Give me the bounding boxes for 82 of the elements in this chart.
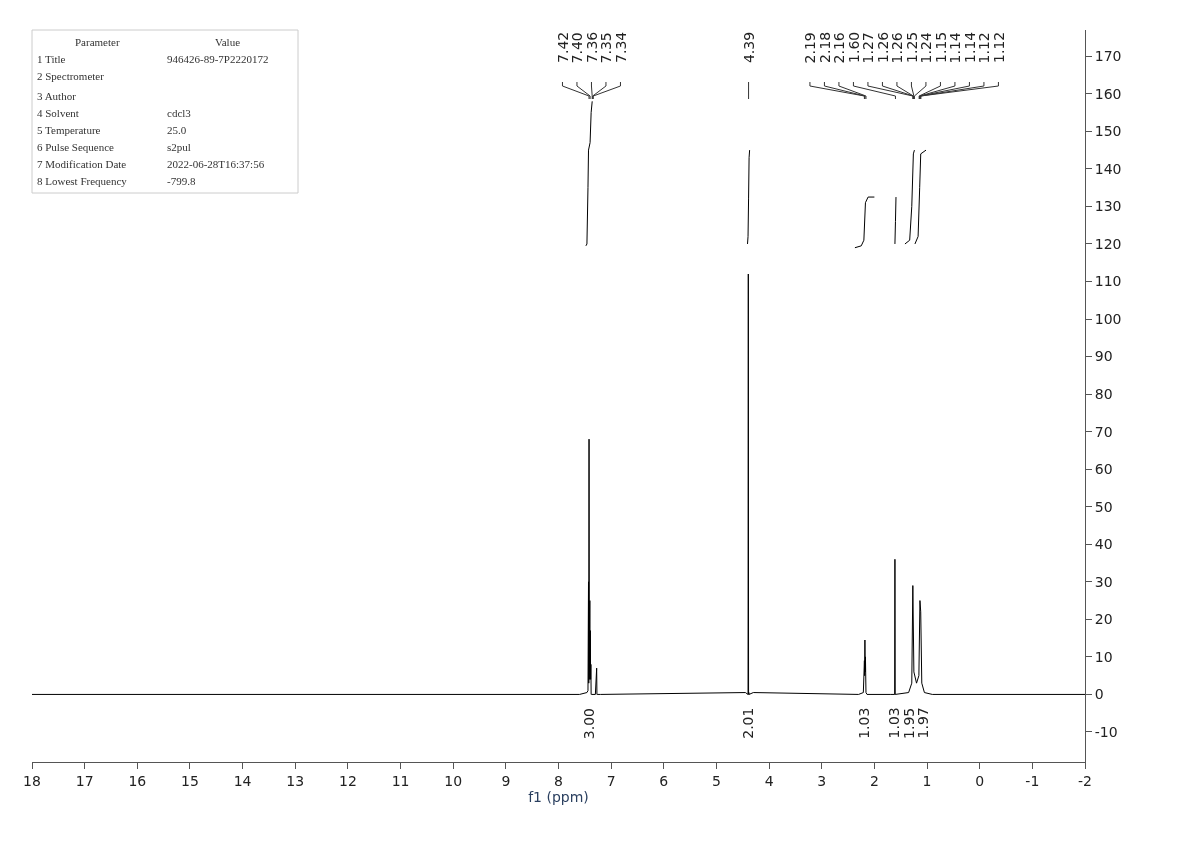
y-tick-label: 20 — [1094, 611, 1113, 628]
y-tick-label: 100 — [1094, 310, 1122, 327]
text: Parameter Value — [75, 36, 241, 48]
y-tick-label: 140 — [1094, 160, 1122, 177]
y-tick-label: 170 — [1094, 48, 1122, 65]
annotation: 1.03 — [886, 707, 903, 739]
text: 1 Title 946426-89-7P2220172 — [37, 53, 269, 65]
y-tick-label: 70 — [1094, 423, 1113, 440]
y-tick-label: 90 — [1094, 348, 1113, 365]
annotation: 1.26 — [889, 32, 906, 64]
line-series — [585, 100, 593, 247]
annotation: 1.60 — [845, 31, 862, 63]
x-tick-label: 7 — [606, 772, 616, 789]
y-tick-label: 30 — [1094, 573, 1113, 590]
y-tick-label: -10 — [1094, 723, 1118, 740]
annotation: 1.12 — [990, 31, 1007, 63]
y-tick-label: 10 — [1094, 648, 1113, 665]
x-tick-label: 2 — [869, 772, 879, 789]
x-tick-label: 11 — [391, 772, 410, 789]
annotation: 1.14 — [961, 31, 978, 63]
annotation: 7.36 — [583, 31, 600, 63]
text: 4 Solvent cdcl3 — [37, 107, 191, 119]
x-tick-label: 5 — [711, 772, 721, 789]
annotation: 1.27 — [860, 32, 877, 64]
x-tick-label: 14 — [233, 772, 252, 789]
x-tick-label: 1 — [922, 772, 932, 789]
annotation: 7.42 — [554, 31, 571, 63]
x-tick-label: -1 — [1025, 772, 1040, 789]
line-series — [914, 149, 927, 245]
annotation: 1.97 — [915, 707, 932, 739]
y-tick-label: 150 — [1094, 123, 1122, 140]
x-axis-title: f1 (ppm) — [528, 788, 589, 805]
y-tick-label: 110 — [1094, 273, 1122, 290]
annotation: 7.34 — [612, 31, 629, 63]
x-tick-label: 13 — [286, 772, 305, 789]
x-tick-label: 16 — [128, 772, 147, 789]
x-tick-label: 3 — [817, 772, 827, 789]
annotation: 1.95 — [900, 707, 917, 739]
x-tick-label: 10 — [444, 772, 463, 789]
y-tick-label: 60 — [1094, 461, 1113, 478]
x-tick-label: 15 — [181, 772, 199, 789]
annotation: 2.01 — [740, 707, 757, 739]
annotation: 3.00 — [580, 707, 597, 740]
line-series — [904, 149, 915, 245]
y-tick-label: 50 — [1094, 498, 1113, 515]
x-tick-label: 18 — [23, 772, 41, 789]
annotation: 7.35 — [598, 32, 615, 64]
y-tick-label: 0 — [1094, 686, 1104, 703]
x-tick-label: 12 — [338, 772, 357, 789]
y-tick-label: 40 — [1094, 536, 1113, 553]
text: 7 Modification Date 2022-06-28T16:37:56 — [37, 158, 265, 170]
y-tick-label: 120 — [1094, 235, 1122, 252]
annotation: 1.03 — [856, 707, 873, 739]
x-tick-label: 17 — [75, 772, 94, 789]
annotation: 2 Spectrometer — [37, 70, 105, 82]
x-tick-label: -2 — [1078, 772, 1092, 789]
text: 5 Temperature 25.0 — [37, 124, 187, 136]
annotation: 1.26 — [874, 31, 891, 63]
annotation: 2.16 — [831, 32, 848, 64]
x-tick-label: 6 — [659, 772, 669, 789]
annotation: 1.14 — [947, 32, 964, 64]
y-tick-label: 160 — [1094, 85, 1122, 102]
annotation: 7.40 — [569, 32, 586, 64]
annotation: 1.25 — [903, 31, 920, 63]
annotation: 3 Author — [37, 90, 77, 102]
x-tick-label: 8 — [554, 772, 563, 789]
annotation: 4.39 — [741, 31, 758, 64]
x-tick-label: 0 — [975, 772, 985, 789]
y-tick-label: 130 — [1094, 198, 1122, 215]
y-tick-label: 80 — [1094, 386, 1113, 403]
annotation: 2.18 — [816, 31, 833, 63]
text: 8 Lowest Frequency -799.8 — [37, 175, 196, 187]
annotation: 1.24 — [918, 32, 935, 64]
annotation: 1.15 — [932, 31, 949, 63]
annotation: 1.12 — [976, 32, 993, 64]
x-tick-label: 9 — [501, 772, 511, 789]
text: 6 Pulse Sequence s2pul — [37, 141, 191, 153]
line-series — [32, 273, 1085, 695]
line-series — [854, 196, 875, 249]
line-series — [747, 149, 751, 245]
annotation: 2.19 — [802, 32, 819, 64]
x-tick-label: 4 — [764, 772, 774, 789]
